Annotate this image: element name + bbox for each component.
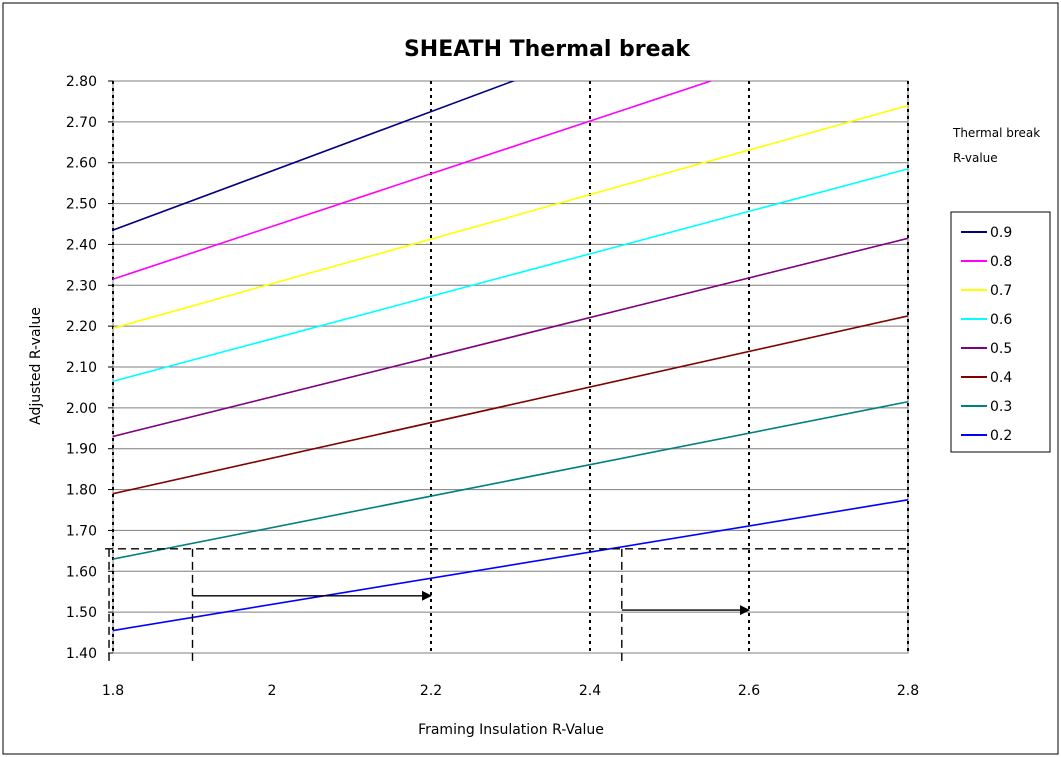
- y-tick-label: 2.20: [66, 319, 97, 335]
- legend-label-0.8: 0.8: [990, 254, 1012, 270]
- chart-title: SHEATH Thermal break: [404, 37, 691, 62]
- y-tick-label: 2.80: [66, 74, 97, 90]
- y-tick-label: 2.30: [66, 278, 97, 294]
- series-line-0.8: [113, 81, 714, 280]
- y-tick-label: 2.10: [66, 360, 97, 376]
- legend-box: [950, 211, 1051, 453]
- x-tick-label: 1.8: [102, 683, 124, 699]
- x-tick-label: 2.2: [420, 683, 442, 699]
- y-tick-label: 2.60: [66, 156, 97, 172]
- series-line-0.5: [113, 237, 908, 438]
- y-tick-label: 1.60: [66, 564, 97, 580]
- legend-label-0.3: 0.3: [990, 399, 1012, 415]
- y-tick-label: 2.00: [66, 401, 97, 417]
- legend-label-0.9: 0.9: [990, 225, 1012, 241]
- series-line-0.2: [113, 498, 908, 632]
- x-tick-label: 2.4: [579, 683, 601, 699]
- series-line-0.7: [113, 104, 908, 329]
- series-line-0.9: [113, 81, 516, 231]
- x-tick-label: 2.8: [897, 683, 919, 699]
- legend-title-line1: Thermal break: [952, 126, 1040, 140]
- legend-label-0.2: 0.2: [990, 428, 1012, 444]
- y-tick-label: 2.40: [66, 237, 97, 253]
- legend-label-0.7: 0.7: [990, 283, 1012, 299]
- y-tick-label: 1.40: [66, 646, 97, 662]
- y-tick-label: 2.70: [66, 115, 97, 131]
- legend-label-0.5: 0.5: [990, 341, 1012, 357]
- y-tick-label: 1.80: [66, 483, 97, 499]
- y-tick-label: 1.90: [66, 442, 97, 458]
- series-group: [113, 81, 908, 632]
- y-tick-label: 2.50: [66, 197, 97, 213]
- x-tick-label: 2.6: [738, 683, 760, 699]
- series-line-0.6: [113, 168, 908, 383]
- x-tick-label: 2: [268, 683, 277, 699]
- plot-area: 1.40 1.50 1.60 1.70 1.80 1.90 2.00 2.10 2.20 2.30…: [66, 74, 919, 699]
- series-line-0.3: [113, 400, 908, 560]
- series-line-0.4: [113, 315, 908, 495]
- legend-title-line2: R-value: [953, 151, 998, 165]
- legend: 0.9 0.8 0.7 0.6 0.5 0.4 0.3 0.2: [961, 225, 1012, 444]
- legend-label-0.4: 0.4: [990, 370, 1012, 386]
- y-axis-title: Adjusted R-value: [28, 307, 44, 425]
- y-tick-label: 1.50: [66, 605, 97, 621]
- legend-label-0.6: 0.6: [990, 312, 1012, 328]
- x-axis-title: Framing Insulation R-Value: [418, 722, 604, 738]
- y-tick-label: 1.70: [66, 523, 97, 539]
